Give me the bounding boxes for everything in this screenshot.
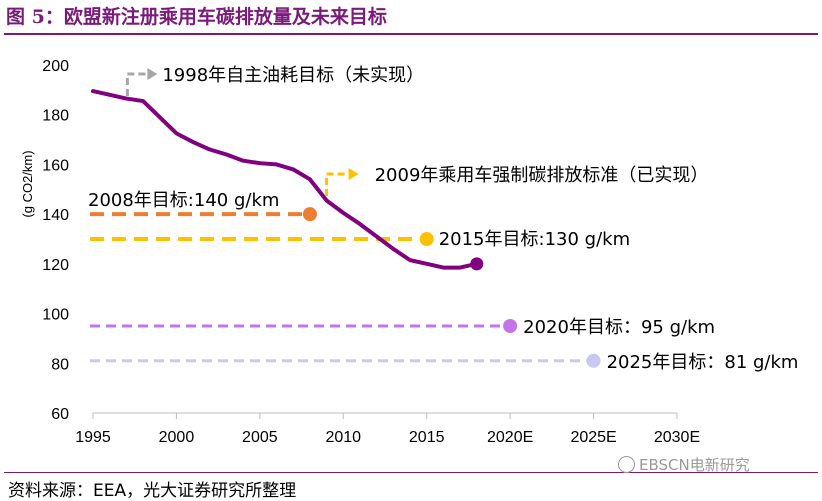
y-tick-label: 180 (42, 108, 69, 125)
target-marker (302, 207, 317, 222)
target-marker (503, 319, 518, 333)
x-tick-label: 2005 (242, 429, 278, 446)
y-tick-label: 160 (42, 157, 69, 174)
annotation-arrow-head (147, 68, 158, 80)
x-tick-label: 2025E (570, 429, 616, 446)
annotation-arrow (125, 72, 148, 96)
y-tick-label: 80 (51, 356, 69, 373)
y-tick-label: 120 (42, 257, 69, 274)
y-tick-label: 100 (42, 307, 69, 324)
source-note: 资料来源：EEA，光大证券研究所整理 (8, 481, 297, 501)
x-tick-label: 2010 (325, 429, 361, 446)
emissions-line (91, 89, 479, 270)
source-divider (4, 472, 818, 473)
x-tick-label: 2015 (409, 429, 445, 446)
target-marker (586, 353, 601, 368)
annotation-arrow-head (348, 168, 359, 180)
annotation-label: 1998年自主油耗目标（未实现） (162, 65, 424, 86)
page-title: 图 5：欧盟新注册乘用车碳排放量及未来目标 (6, 6, 387, 28)
chart-axes: 1995 2000 2005 2010 2015 2020E 2025E 2030E 60 80 1… (20, 58, 700, 446)
target-label: 2025年目标：81 g/km (607, 352, 799, 373)
x-tick-label: 1995 (75, 429, 111, 446)
target-label: 2008年目标:140 g/km (88, 190, 279, 211)
annotation-arrow (325, 172, 349, 196)
x-tick-label: 2020E (487, 429, 533, 446)
annotations: 1998年自主油耗目标（未实现） 2009年乘用车强制碳排放标准（已实现） (125, 65, 709, 196)
target-label: 2020年目标：95 g/km (523, 317, 715, 338)
chart-series (91, 89, 484, 271)
watermark: EBSCN电新研究 (618, 454, 750, 475)
y-axis-label: (g CO2/km) (20, 150, 35, 217)
y-tick-label: 140 (42, 207, 69, 224)
watermark-text: EBSCN电新研究 (639, 456, 750, 474)
target-label: 2015年目标:130 g/km (439, 229, 630, 250)
annotation-label: 2009年乘用车强制碳排放标准（已实现） (375, 165, 709, 186)
target-lines: 2008年目标:140 g/km 2015年目标:130 g/km 2020年目标：… (88, 190, 798, 373)
title-divider (4, 33, 818, 35)
y-tick-label: 200 (42, 58, 69, 75)
target-marker (419, 232, 434, 246)
wechat-icon (618, 456, 635, 473)
x-tick-label: 2000 (159, 429, 195, 446)
y-tick-label: 60 (51, 406, 69, 423)
emissions-end-marker (470, 257, 484, 271)
x-tick-label: 2030E (654, 429, 700, 446)
